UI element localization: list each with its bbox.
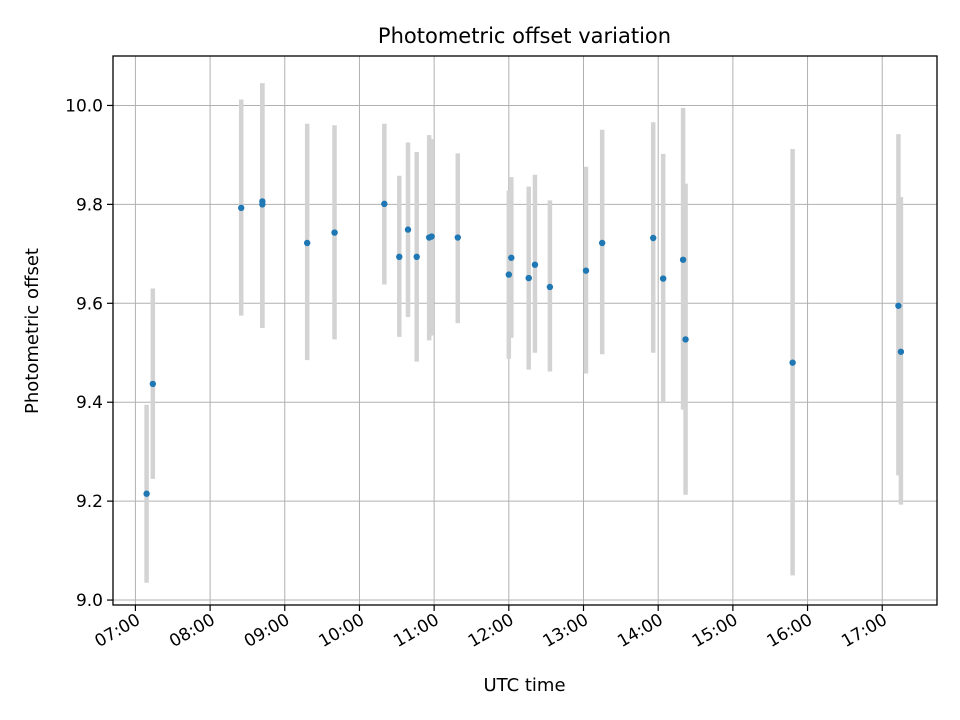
data-point bbox=[679, 256, 687, 263]
y-tick-label: 9.2 bbox=[76, 492, 103, 512]
data-point bbox=[454, 234, 461, 241]
data-point bbox=[149, 380, 157, 388]
data-point bbox=[598, 239, 606, 247]
data-point bbox=[789, 359, 796, 366]
data-point bbox=[331, 229, 338, 236]
data-point bbox=[303, 239, 311, 247]
data-point bbox=[531, 261, 539, 268]
data-point bbox=[259, 201, 266, 208]
chart-title: Photometric offset variation bbox=[378, 24, 671, 48]
data-points bbox=[143, 198, 905, 497]
data-point bbox=[143, 490, 150, 497]
data-point bbox=[238, 204, 245, 212]
data-point bbox=[525, 274, 532, 282]
data-point bbox=[505, 271, 513, 278]
data-point bbox=[546, 283, 554, 291]
data-point bbox=[895, 302, 902, 309]
data-point bbox=[428, 233, 435, 240]
y-tick-label: 9.6 bbox=[76, 294, 103, 314]
y-tick-label: 9.8 bbox=[76, 195, 103, 215]
y-tick-label: 9.4 bbox=[76, 393, 103, 413]
data-point bbox=[508, 254, 515, 261]
y-axis-ticks: 9.0 9.2 9.4 9.6 9.8 10.0 bbox=[65, 96, 113, 611]
data-point bbox=[650, 234, 657, 242]
data-point bbox=[381, 200, 388, 208]
data-point bbox=[413, 253, 420, 261]
y-tick-label: 9.0 bbox=[76, 591, 103, 611]
data-point bbox=[897, 348, 905, 355]
data-point bbox=[682, 336, 689, 343]
x-axis-title: UTC time bbox=[483, 675, 565, 696]
y-tick-label: 10.0 bbox=[65, 96, 103, 116]
plot-frame bbox=[112, 55, 938, 606]
data-point bbox=[659, 275, 667, 282]
data-point bbox=[396, 253, 403, 261]
data-point bbox=[404, 226, 412, 233]
y-axis-title: Photometric offset bbox=[22, 248, 43, 414]
data-point bbox=[582, 267, 590, 274]
